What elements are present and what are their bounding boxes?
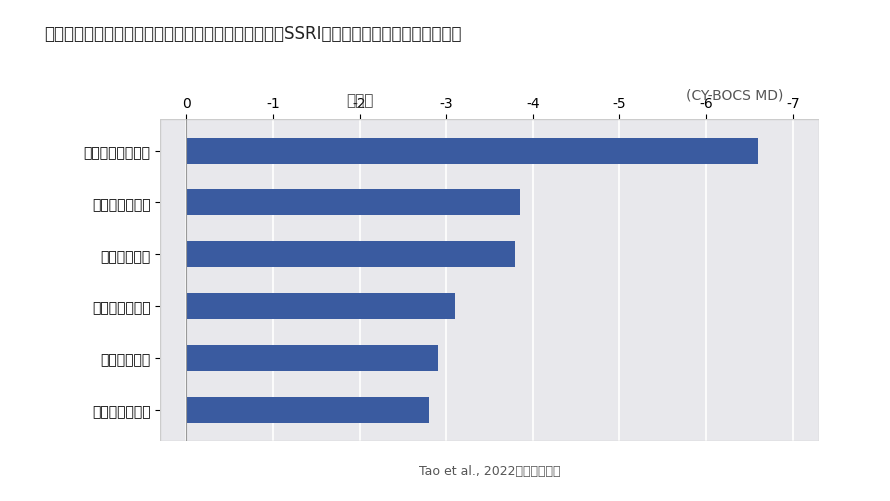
Text: 児童・青年の強迫性障害に対する薬物治療の比較　　SSRI及びクロミプラミン間での比較: 児童・青年の強迫性障害に対する薬物治療の比較 SSRI及びクロミプラミン間での比… xyxy=(44,25,462,43)
Bar xyxy=(186,397,429,423)
Bar xyxy=(186,294,455,319)
Text: 有効性: 有効性 xyxy=(346,93,374,108)
Text: Tao et al., 2022より引用作成: Tao et al., 2022より引用作成 xyxy=(419,464,560,477)
Bar xyxy=(186,242,515,268)
Bar xyxy=(186,190,520,216)
Bar xyxy=(186,345,438,371)
Bar xyxy=(186,138,758,164)
Text: (CY-BOCS MD): (CY-BOCS MD) xyxy=(686,88,783,102)
